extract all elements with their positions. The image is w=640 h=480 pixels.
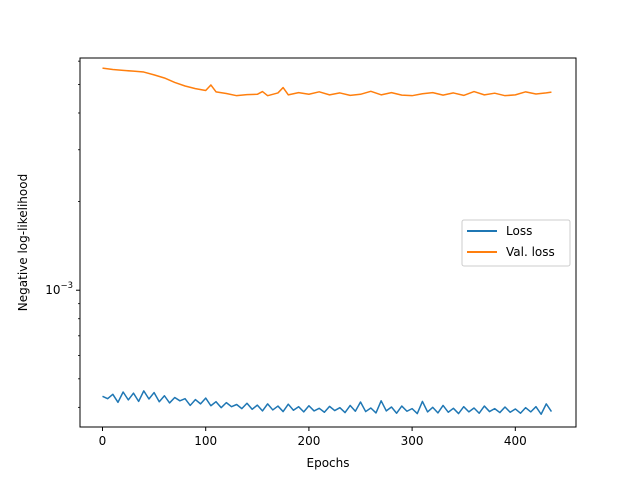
x-tick-label: 0 <box>99 434 107 448</box>
x-tick-label: 100 <box>194 434 217 448</box>
plot-frame <box>79 57 577 428</box>
series-line-val-loss <box>102 67 552 97</box>
x-tick-label: 300 <box>401 434 424 448</box>
legend: Loss Val. loss <box>461 219 571 267</box>
y-axis: 10−3 <box>45 60 80 408</box>
x-tick-label: 400 <box>504 434 527 448</box>
legend-label-loss: Loss <box>506 224 532 238</box>
x-axis: 0 100 200 300 400 <box>99 427 527 448</box>
plot-border <box>79 57 577 428</box>
x-tick-label: 200 <box>297 434 320 448</box>
y-axis-title: Negative log-likelihood <box>16 174 30 311</box>
series-layer <box>102 67 553 415</box>
legend-label-val-loss: Val. loss <box>506 245 555 259</box>
series-line-loss <box>102 390 553 415</box>
y-tick-label: 10−3 <box>45 281 73 297</box>
x-axis-title: Epochs <box>307 456 350 470</box>
